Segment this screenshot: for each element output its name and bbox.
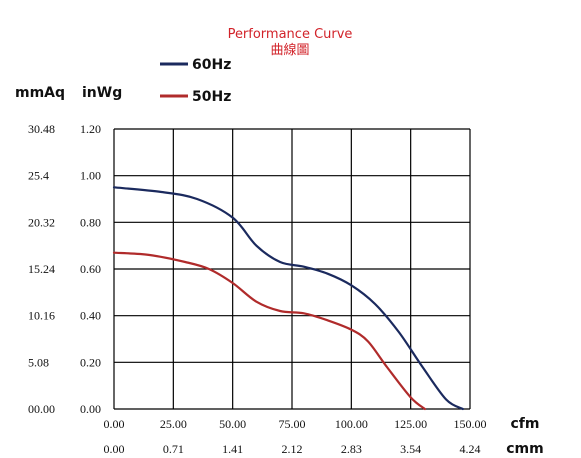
x-tick-label-cmm: 2.12 xyxy=(282,442,303,456)
x-tick-label-cfm: 100.00 xyxy=(335,417,368,431)
tick-labels: 0.00 25.00 50.00 75.00 100.00 125.00 150.00 0.0… xyxy=(28,122,487,456)
x-tick-label-cfm: 75.00 xyxy=(279,417,306,431)
y-tick-label-inwg: 0.00 xyxy=(80,402,101,416)
x-tick-label-cmm: 2.83 xyxy=(341,442,362,456)
x-tick-label-cmm: 4.24 xyxy=(460,442,481,456)
series-line-60hz xyxy=(112,186,464,411)
legend-label-50hz: 50Hz xyxy=(192,89,231,105)
series-lines xyxy=(112,186,464,411)
x-tick-label-cmm: 3.54 xyxy=(400,442,421,456)
y-tick-label-mmaq: 20.32 xyxy=(28,215,55,229)
y-tick-label-mmaq: 10.16 xyxy=(28,309,55,323)
chart-title: Performance Curve xyxy=(228,27,353,42)
series-line-50hz xyxy=(112,251,427,411)
x-tick-label-cfm: 50.00 xyxy=(219,417,246,431)
y-tick-label-inwg: 1.00 xyxy=(80,169,101,183)
legend-label-60hz: 60Hz xyxy=(192,57,231,73)
x-tick-label-cfm: 125.00 xyxy=(394,417,427,431)
grid xyxy=(113,128,471,410)
legend: 60Hz 50Hz xyxy=(160,57,231,105)
chart-subtitle: 曲線圖 xyxy=(270,42,309,58)
x-unit-cmm: cmm xyxy=(506,441,543,457)
y-tick-label-inwg: 1.20 xyxy=(80,122,101,136)
x-unit-cfm: cfm xyxy=(511,416,540,432)
y-tick-label-mmaq: 00.00 xyxy=(28,402,55,416)
x-tick-label-cfm: 0.00 xyxy=(104,417,125,431)
y-unit-mmaq: mmAq xyxy=(15,85,65,101)
y-tick-label-mmaq: 5.08 xyxy=(28,355,49,369)
x-tick-label-cmm: 0.71 xyxy=(163,442,184,456)
y-tick-label-mmaq: 25.4 xyxy=(28,169,49,183)
y-tick-label-inwg: 0.60 xyxy=(80,262,101,276)
x-tick-label-cmm: 0.00 xyxy=(104,442,125,456)
y-tick-label-inwg: 0.80 xyxy=(80,215,101,229)
x-tick-label-cfm: 25.00 xyxy=(160,417,187,431)
y-tick-label-inwg: 0.20 xyxy=(80,355,101,369)
y-tick-label-mmaq: 15.24 xyxy=(28,262,55,276)
x-tick-label-cmm: 1.41 xyxy=(222,442,243,456)
y-tick-label-mmaq: 30.48 xyxy=(28,122,55,136)
y-unit-inwg: inWg xyxy=(82,85,122,101)
x-tick-label-cfm: 150.00 xyxy=(454,417,487,431)
y-tick-label-inwg: 0.40 xyxy=(80,309,101,323)
